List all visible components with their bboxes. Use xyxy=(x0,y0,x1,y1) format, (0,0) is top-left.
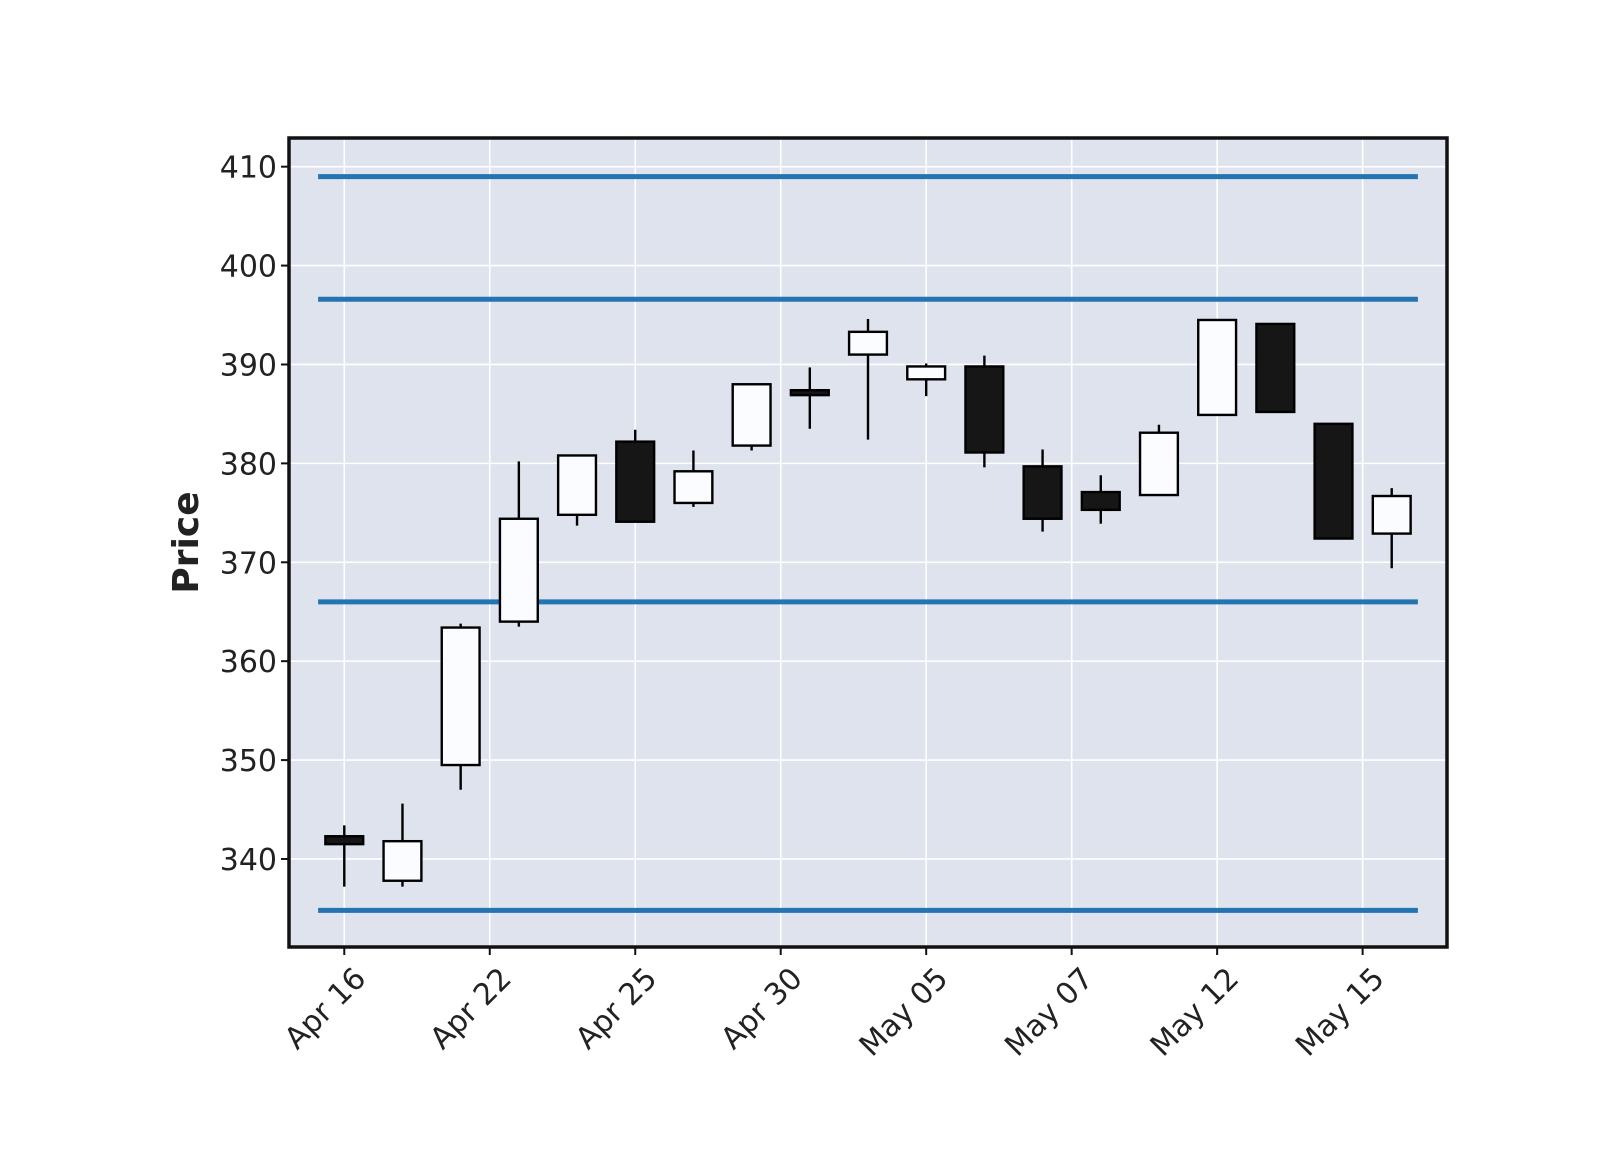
candle xyxy=(1371,488,1412,569)
candle xyxy=(906,363,947,397)
candle xyxy=(382,803,423,887)
plot-frame xyxy=(287,136,1449,949)
y-tick-label: 390 xyxy=(220,348,277,383)
x-tick-label: May 07 xyxy=(998,961,1100,1063)
candle xyxy=(1255,322,1296,414)
y-tick-label: 400 xyxy=(220,250,277,285)
candle-body xyxy=(731,383,772,447)
y-tick-label: 380 xyxy=(220,447,277,482)
candle-body xyxy=(964,365,1005,454)
x-tick-label: May 12 xyxy=(1144,961,1246,1063)
candle-body xyxy=(382,839,423,882)
candle-body xyxy=(789,388,830,397)
x-tick-label: Apr 16 xyxy=(278,961,373,1056)
candle xyxy=(964,355,1005,468)
candle-body xyxy=(1313,422,1354,540)
candle-body xyxy=(556,454,598,517)
y-tick-label: 370 xyxy=(220,546,277,581)
candle xyxy=(847,318,889,440)
candle xyxy=(324,825,365,887)
x-tick-label: Apr 25 xyxy=(569,961,664,1056)
candle xyxy=(1197,318,1238,417)
candle xyxy=(731,383,772,451)
candle-body xyxy=(847,330,889,356)
candle-body xyxy=(615,440,656,523)
candle-body xyxy=(324,835,365,846)
candle-body xyxy=(1371,494,1412,535)
candle xyxy=(789,367,830,429)
candle-body xyxy=(1022,465,1063,520)
candle xyxy=(1138,424,1180,497)
y-axis-label: Price xyxy=(166,491,207,593)
x-tick-label: May 15 xyxy=(1289,961,1391,1063)
y-tick-label: 410 xyxy=(220,151,277,186)
x-tick-label: Apr 30 xyxy=(714,961,809,1056)
candle xyxy=(1080,475,1121,524)
y-tick-label: 350 xyxy=(220,744,277,779)
candle xyxy=(440,623,481,790)
candle-body xyxy=(1080,490,1121,512)
x-tick-label: Apr 22 xyxy=(424,961,519,1056)
candle xyxy=(498,461,539,627)
candle xyxy=(1022,449,1063,532)
candle xyxy=(556,454,598,526)
x-tick-label: May 05 xyxy=(853,961,955,1063)
plot-background xyxy=(289,138,1447,947)
y-tick-label: 360 xyxy=(220,645,277,680)
y-tick-label: 340 xyxy=(220,843,277,878)
candle xyxy=(615,429,656,523)
x-axis-ticks: Apr 16 Apr 22 Apr 25 Apr 30 May 05 May 07 May … xyxy=(278,947,1392,1064)
candle xyxy=(1313,422,1354,540)
candle-body xyxy=(906,365,947,381)
candle-body xyxy=(1197,318,1238,417)
candle-body xyxy=(1255,322,1296,414)
candle-body xyxy=(673,470,714,505)
y-axis-ticks: 340 350 360 370 380 390 400 410 xyxy=(220,151,289,878)
candle-body xyxy=(1138,431,1180,497)
candle-body xyxy=(498,517,539,623)
candles xyxy=(324,318,1412,887)
candle-body xyxy=(440,626,481,767)
candle xyxy=(673,450,714,507)
